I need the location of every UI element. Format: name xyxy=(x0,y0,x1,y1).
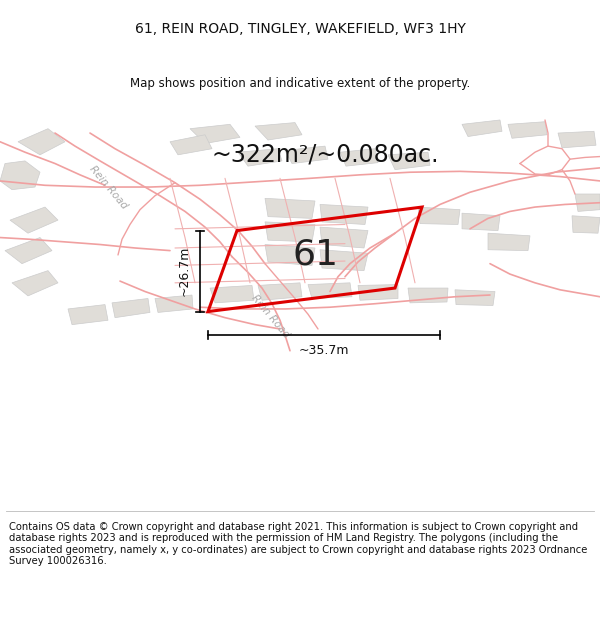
Polygon shape xyxy=(358,284,398,300)
Polygon shape xyxy=(418,207,460,224)
Polygon shape xyxy=(210,286,254,303)
Polygon shape xyxy=(572,216,600,233)
Polygon shape xyxy=(388,152,430,169)
Polygon shape xyxy=(558,131,596,148)
Text: 61, REIN ROAD, TINGLEY, WAKEFIELD, WF3 1HY: 61, REIN ROAD, TINGLEY, WAKEFIELD, WF3 1… xyxy=(134,22,466,36)
Polygon shape xyxy=(488,233,530,251)
Text: Rein Road: Rein Road xyxy=(249,292,291,339)
Text: Contains OS data © Crown copyright and database right 2021. This information is : Contains OS data © Crown copyright and d… xyxy=(9,522,587,566)
Polygon shape xyxy=(320,250,368,271)
Polygon shape xyxy=(462,213,500,231)
Polygon shape xyxy=(320,227,368,248)
Polygon shape xyxy=(170,135,212,155)
Polygon shape xyxy=(12,271,58,296)
Polygon shape xyxy=(508,122,547,138)
Polygon shape xyxy=(0,161,40,189)
Text: Map shows position and indicative extent of the property.: Map shows position and indicative extent… xyxy=(130,77,470,90)
Polygon shape xyxy=(10,207,58,233)
Polygon shape xyxy=(462,120,502,136)
Polygon shape xyxy=(265,222,315,242)
Polygon shape xyxy=(340,149,378,166)
Polygon shape xyxy=(265,198,315,218)
Polygon shape xyxy=(308,283,352,299)
Polygon shape xyxy=(408,288,448,303)
Polygon shape xyxy=(258,283,302,300)
Polygon shape xyxy=(575,194,600,211)
Polygon shape xyxy=(5,238,52,264)
Polygon shape xyxy=(455,290,495,306)
Text: ~26.7m: ~26.7m xyxy=(178,246,191,296)
Polygon shape xyxy=(265,244,315,266)
Polygon shape xyxy=(238,149,282,166)
Polygon shape xyxy=(320,204,368,224)
Polygon shape xyxy=(255,122,302,140)
Polygon shape xyxy=(285,146,328,164)
Polygon shape xyxy=(112,299,150,318)
Text: ~322m²/~0.080ac.: ~322m²/~0.080ac. xyxy=(211,143,439,167)
Text: ~35.7m: ~35.7m xyxy=(299,344,349,357)
Polygon shape xyxy=(18,129,65,155)
Polygon shape xyxy=(190,124,240,144)
Polygon shape xyxy=(68,304,108,324)
Polygon shape xyxy=(155,295,193,312)
Text: Rein Road: Rein Road xyxy=(87,164,129,211)
Text: 61: 61 xyxy=(293,238,338,272)
